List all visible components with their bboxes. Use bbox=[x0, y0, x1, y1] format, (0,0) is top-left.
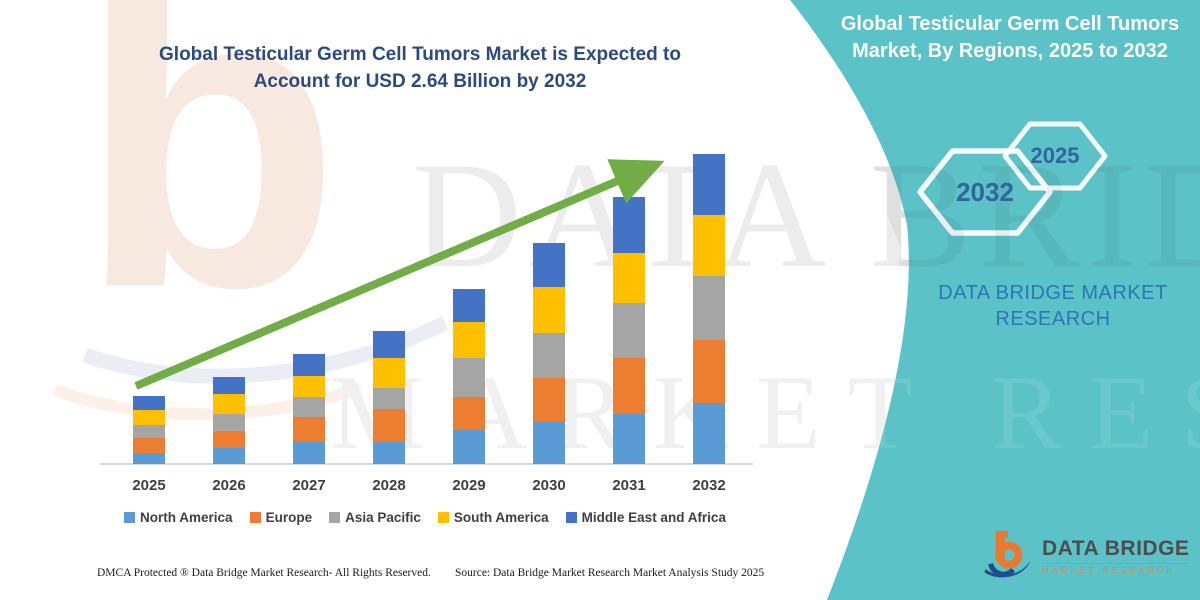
x-axis-label-2031: 2031 bbox=[612, 477, 646, 494]
bar-segment-north-america bbox=[133, 453, 165, 464]
bar-segment-europe bbox=[373, 408, 405, 442]
legend-swatch bbox=[565, 512, 577, 523]
data-bridge-logo: DATA BRIDGE MARKET RESEARCH bbox=[982, 528, 1190, 584]
chart-title: Global Testicular Germ Cell Tumors Marke… bbox=[159, 44, 681, 92]
legend-item-south-america: South America bbox=[437, 510, 549, 525]
x-axis-line bbox=[100, 463, 753, 465]
legend-swatch bbox=[249, 512, 261, 523]
dmca-footer-text: DMCA Protected ® Data Bridge Market Rese… bbox=[97, 567, 431, 579]
legend-swatch bbox=[329, 512, 341, 523]
x-axis-label-2026: 2026 bbox=[212, 477, 246, 494]
legend-item-asia-pacific: Asia Pacific bbox=[329, 510, 421, 525]
legend-label: Europe bbox=[265, 510, 313, 525]
bar-segment-asia-pacific bbox=[373, 387, 405, 409]
bar-segment-asia-pacific bbox=[133, 425, 165, 439]
x-axis-label-2025: 2025 bbox=[132, 477, 166, 494]
x-axis-label-2027: 2027 bbox=[292, 477, 326, 494]
legend-label: Asia Pacific bbox=[345, 510, 421, 525]
hexagon-2032-label: 2032 bbox=[956, 177, 1014, 207]
legend-item-north-america: North America bbox=[124, 510, 233, 525]
bar-segment-south-america bbox=[213, 393, 245, 414]
bar-segment-north-america bbox=[453, 430, 485, 464]
right-panel-title: Global Testicular Germ Cell Tumors Marke… bbox=[840, 13, 1180, 62]
logo-name-text: DATA BRIDGE bbox=[1042, 537, 1190, 564]
bar-segment-europe bbox=[133, 438, 165, 454]
bar-2025 bbox=[133, 395, 165, 464]
bar-segment-south-america bbox=[693, 215, 725, 277]
source-footer-text: Source: Data Bridge Market Research Mark… bbox=[455, 567, 765, 579]
legend-item-middle-east-and-africa: Middle East and Africa bbox=[565, 510, 726, 525]
bar-segment-asia-pacific bbox=[693, 276, 725, 340]
bar-segment-north-america bbox=[613, 413, 645, 464]
logo-subtitle-text: MARKET RESEARCH bbox=[1042, 566, 1176, 575]
bar-2027 bbox=[293, 353, 325, 464]
bar-segment-middle-east-and-africa bbox=[133, 395, 165, 410]
hexagon-2025-label: 2025 bbox=[1030, 143, 1080, 168]
x-axis-label-2028: 2028 bbox=[372, 477, 406, 494]
bar-segment-europe bbox=[693, 339, 725, 403]
x-axis-label-2029: 2029 bbox=[452, 477, 486, 494]
legend-label: North America bbox=[140, 510, 233, 525]
legend-swatch bbox=[437, 512, 449, 523]
data-bridge-logo-icon bbox=[984, 530, 1031, 578]
brand-name-text: DATA BRIDGE MARKET RESEARCH bbox=[938, 282, 1168, 330]
bar-segment-north-america bbox=[213, 447, 245, 464]
bar-segment-europe bbox=[213, 431, 245, 448]
bar-segment-asia-pacific bbox=[213, 413, 245, 432]
chart-legend: North America Europe Asia Pacific South Ame… bbox=[85, 510, 765, 525]
legend-swatch bbox=[124, 512, 136, 523]
bar-2032 bbox=[693, 154, 725, 464]
legend-item-europe: Europe bbox=[249, 510, 313, 525]
bar-segment-europe bbox=[293, 417, 325, 442]
bar-segment-asia-pacific bbox=[293, 397, 325, 418]
x-axis-label-2032: 2032 bbox=[692, 477, 726, 494]
x-axis-label-2030: 2030 bbox=[532, 477, 566, 494]
hexagon-2025 bbox=[1002, 121, 1108, 191]
bar-segment-north-america bbox=[293, 441, 325, 464]
bar-segment-north-america bbox=[533, 421, 565, 464]
hexagon-2032 bbox=[917, 148, 1053, 236]
legend-label: Middle East and Africa bbox=[581, 510, 726, 525]
legend-label: South America bbox=[453, 510, 549, 525]
bar-segment-north-america bbox=[373, 441, 405, 464]
bar-segment-middle-east-and-africa bbox=[693, 154, 725, 216]
bar-segment-europe bbox=[453, 397, 485, 430]
bar-segment-north-america bbox=[693, 403, 725, 464]
bar-segment-south-america bbox=[133, 409, 165, 426]
